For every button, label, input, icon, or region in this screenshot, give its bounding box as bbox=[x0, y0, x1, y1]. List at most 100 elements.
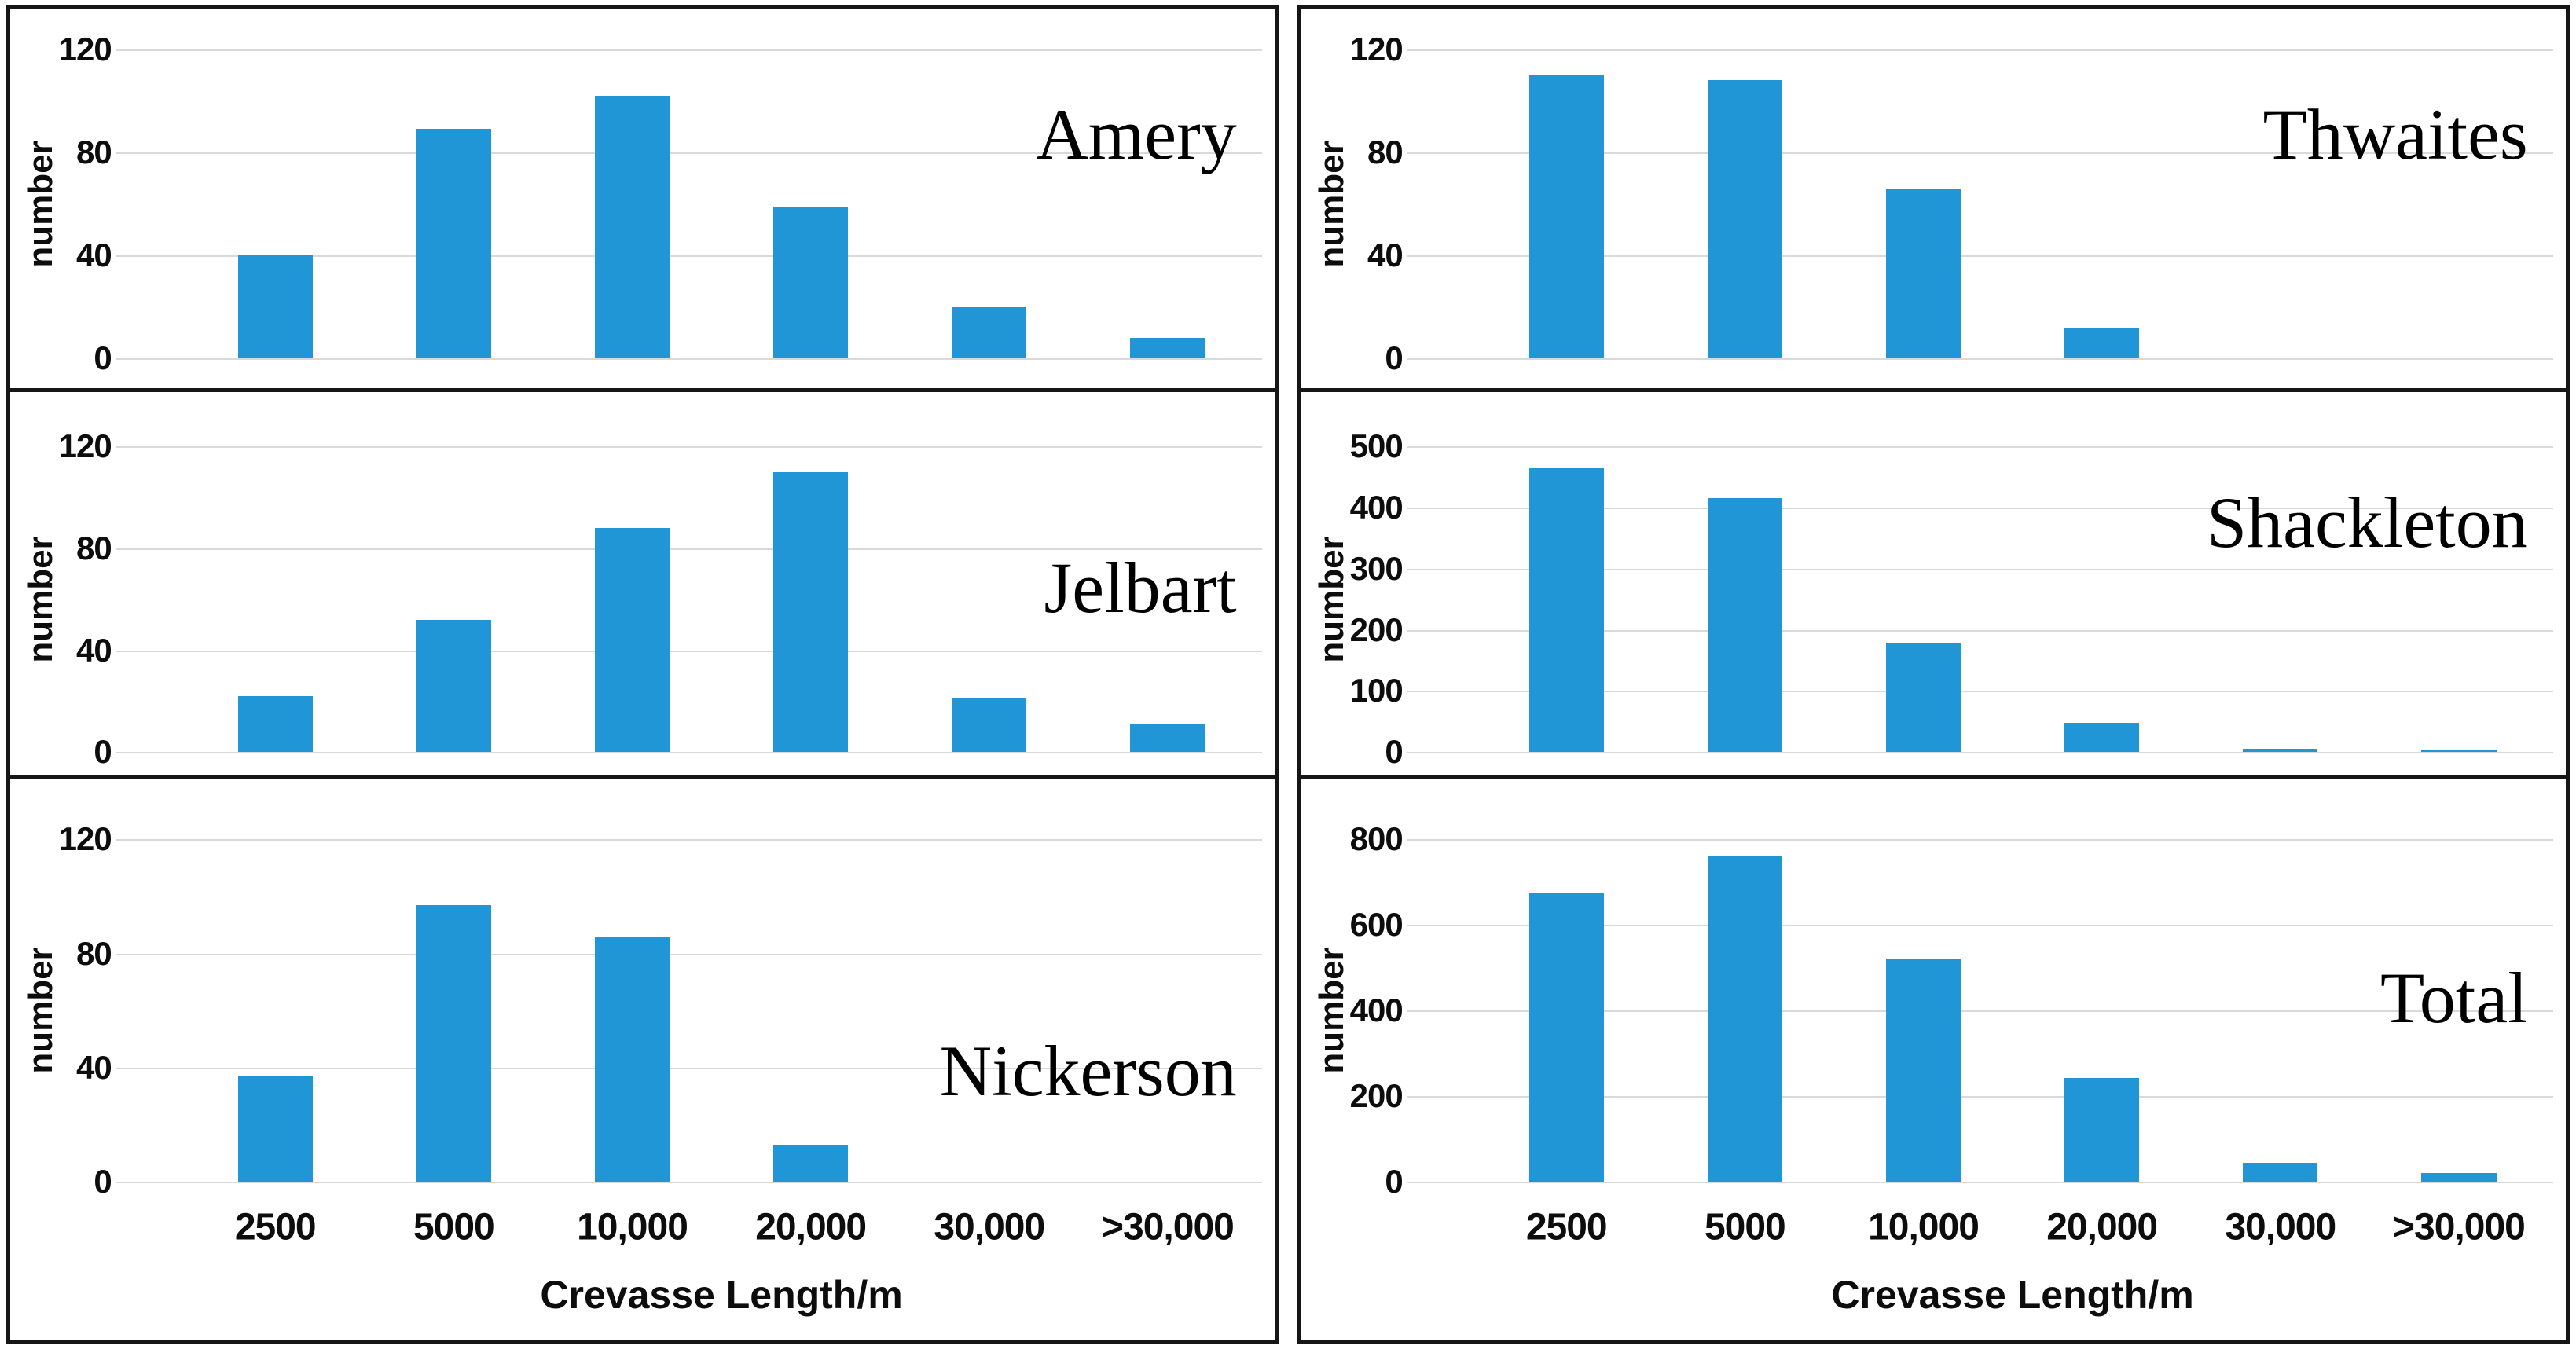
bar bbox=[952, 698, 1027, 753]
x-axis-title: Crevasse Length/m bbox=[540, 1272, 903, 1317]
bar bbox=[1885, 188, 1961, 359]
bar-slot bbox=[900, 49, 1078, 359]
gridline bbox=[1407, 152, 2553, 154]
chart-box-right: 0 40 80 120 number Thwaites 0 100 200 300 400 500 nu… bbox=[1297, 5, 2570, 1344]
chart-panel-amery: 0 40 80 120 number Amery bbox=[10, 9, 1275, 392]
x-tick-label: 5000 bbox=[413, 1206, 495, 1248]
bar bbox=[1707, 498, 1783, 753]
y-axis-label: number bbox=[1312, 140, 1351, 268]
bar bbox=[772, 471, 849, 753]
gridline bbox=[116, 1067, 1262, 1069]
y-tick-label: 500 bbox=[1349, 427, 1404, 465]
x-tick-label: 5000 bbox=[1704, 1206, 1786, 1248]
bar bbox=[594, 936, 670, 1182]
gridline bbox=[1407, 255, 2553, 258]
y-tick-label: 40 bbox=[76, 631, 112, 669]
x-axis-tick-labels: 2500 5000 10,000 20,000 30,000 >30,000 bbox=[186, 1206, 1257, 1249]
y-tick-label: 120 bbox=[58, 427, 112, 465]
y-tick-label: 40 bbox=[76, 236, 112, 274]
bar-slot bbox=[900, 446, 1078, 753]
x-tick-label: 20,000 bbox=[2046, 1206, 2158, 1248]
bar-slot bbox=[543, 839, 721, 1182]
gridline bbox=[1407, 1181, 2553, 1183]
y-tick-label: 80 bbox=[1367, 133, 1404, 170]
x-tick-label: 30,000 bbox=[934, 1206, 1045, 1248]
bar bbox=[237, 695, 313, 753]
gridline bbox=[1407, 1010, 2553, 1013]
bar bbox=[237, 1076, 313, 1182]
bar-slot bbox=[1656, 839, 1834, 1182]
bar-slot bbox=[721, 446, 900, 753]
bar-slot bbox=[186, 446, 365, 753]
bar bbox=[772, 1144, 849, 1182]
bar-slot bbox=[1656, 446, 1834, 753]
bar-slot bbox=[1656, 49, 1834, 359]
bar-slot bbox=[365, 446, 543, 753]
bar bbox=[416, 904, 492, 1182]
bar bbox=[1885, 643, 1961, 753]
gridline bbox=[116, 839, 1262, 841]
bar bbox=[952, 306, 1027, 359]
bar-slot bbox=[1078, 446, 1257, 753]
bar-slot bbox=[1834, 446, 2013, 753]
x-axis-title: Crevasse Length/m bbox=[1831, 1272, 2194, 1317]
gridline bbox=[116, 49, 1262, 51]
bar-slot bbox=[900, 839, 1078, 1182]
bar bbox=[1707, 855, 1783, 1182]
bar bbox=[2421, 1173, 2497, 1182]
bar-slot bbox=[1477, 49, 1656, 359]
x-tick-label: >30,000 bbox=[2392, 1206, 2526, 1248]
bar-series bbox=[186, 49, 1257, 359]
chart-panel-total: 0 200 400 600 800 number Total 2500 5000 10,000 20… bbox=[1301, 779, 2566, 1340]
gridline bbox=[1407, 508, 2553, 510]
chart-box-left: 0 40 80 120 number Amery 0 40 80 120 number Jelbart… bbox=[6, 5, 1279, 1344]
y-tick-label: 200 bbox=[1349, 1077, 1404, 1115]
y-axis-label: number bbox=[21, 536, 60, 663]
bar-slot bbox=[2013, 446, 2191, 753]
y-tick-label: 200 bbox=[1349, 610, 1404, 648]
bar-slot bbox=[2013, 49, 2191, 359]
y-tick-label: 400 bbox=[1349, 992, 1404, 1029]
panel-title: Amery bbox=[1036, 94, 1237, 175]
bar-slot bbox=[2013, 839, 2191, 1182]
y-tick-label: 100 bbox=[1349, 672, 1404, 709]
gridline bbox=[1407, 568, 2553, 570]
chart-panel-jelbart: 0 40 80 120 number Jelbart bbox=[10, 392, 1275, 779]
panel-title: Nickerson bbox=[939, 1031, 1237, 1112]
bar-slot bbox=[1078, 839, 1257, 1182]
x-tick-label: 2500 bbox=[1525, 1206, 1608, 1248]
bar-slot bbox=[1078, 49, 1257, 359]
y-tick-label: 0 bbox=[1385, 339, 1403, 377]
panel-title: Jelbart bbox=[1044, 547, 1237, 628]
y-tick-label: 400 bbox=[1349, 489, 1404, 526]
y-tick-label: 300 bbox=[1349, 549, 1404, 587]
panel-title: Total bbox=[2380, 958, 2528, 1039]
bar-series bbox=[1477, 446, 2548, 753]
chart-panel-thwaites: 0 40 80 120 number Thwaites bbox=[1301, 9, 2566, 392]
bar-slot bbox=[365, 839, 543, 1182]
x-tick-label: 2500 bbox=[234, 1206, 317, 1248]
y-axis-label: number bbox=[21, 140, 60, 268]
x-tick-label: 10,000 bbox=[1868, 1206, 1980, 1248]
x-tick-label: >30,000 bbox=[1101, 1206, 1235, 1248]
bar bbox=[1130, 338, 1205, 359]
y-axis-label: number bbox=[1312, 947, 1351, 1074]
chart-panel-nickerson: 0 40 80 120 number Nickerson 2500 5000 10,000 20,… bbox=[10, 779, 1275, 1340]
gridline bbox=[116, 1181, 1262, 1183]
y-tick-label: 120 bbox=[58, 820, 112, 858]
gridline bbox=[1407, 1096, 2553, 1098]
bar-slot bbox=[1477, 446, 1656, 753]
gridline bbox=[116, 752, 1262, 754]
gridline bbox=[1407, 752, 2553, 754]
bar bbox=[1528, 893, 1604, 1182]
gridline bbox=[116, 650, 1262, 652]
bar-slot bbox=[1834, 839, 2013, 1182]
y-tick-label: 0 bbox=[94, 339, 112, 377]
bar-slot bbox=[2369, 446, 2548, 753]
bar-slot bbox=[1834, 49, 2013, 359]
y-tick-label: 800 bbox=[1349, 820, 1404, 858]
bar bbox=[594, 528, 670, 753]
bar-series bbox=[1477, 839, 2548, 1182]
bar-slot bbox=[2369, 839, 2548, 1182]
gridline bbox=[116, 255, 1262, 258]
